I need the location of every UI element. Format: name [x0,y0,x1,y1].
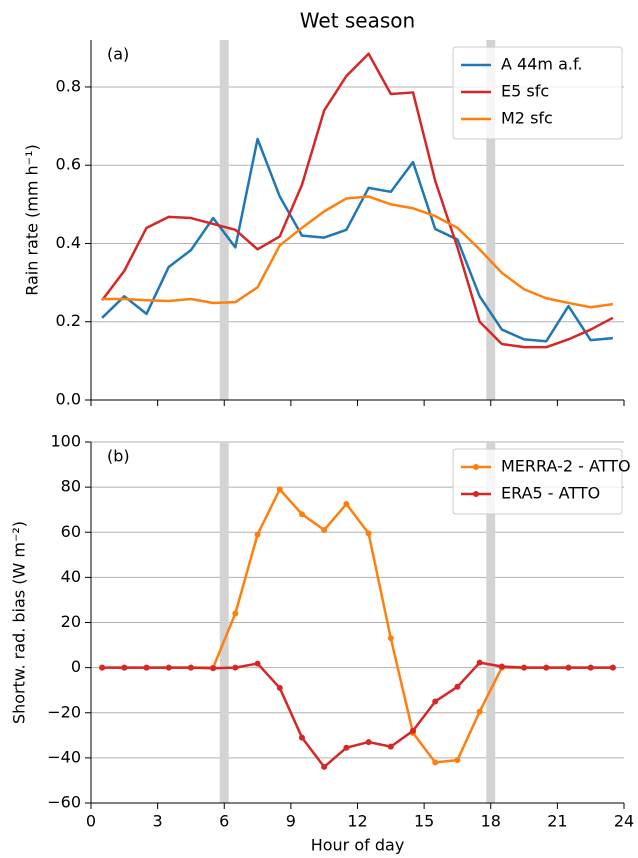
marker [476,659,483,666]
line [102,195,614,309]
legend-label: ERA5 - ATTO [501,484,600,503]
marker [387,635,394,642]
y-tick-label: 40 [61,567,81,586]
marker [298,734,305,741]
line [102,661,613,769]
x-tick-label: 3 [153,812,163,831]
marker [143,664,150,671]
marker [343,744,350,751]
marker [543,664,550,671]
marker [432,698,439,705]
shaded-span [486,40,496,400]
x-tick-label: 12 [347,812,367,831]
line [101,137,614,343]
legend-label: MERRA-2 - ATTO [501,457,631,476]
y-tick-label: 0 [71,657,81,676]
y-tick-label: 0.8 [56,76,81,95]
panel-label: (a) [107,45,129,64]
marker [454,757,461,764]
y-tick-label: −60 [47,793,81,812]
y-tick-label: 60 [61,522,81,541]
marker [365,530,372,537]
marker [343,501,350,508]
marker [99,664,106,671]
legend-box [452,46,623,140]
legend-label: M2 sfc [501,109,553,128]
legend-label: A 44m a.f. [501,55,583,74]
legend-marker [473,464,479,470]
marker [165,664,172,671]
marker [210,665,217,672]
legend-label: E5 sfc [501,82,549,101]
x-tick-label: 21 [547,812,567,831]
y-axis-label: Shortw. rad. bias (W m⁻²) [10,521,29,724]
x-tick-label: 24 [614,812,634,831]
chart-title: Wet season [300,9,415,33]
y-tick-label: 0.4 [56,233,81,252]
marker [298,511,305,518]
marker [321,526,328,533]
legend-marker [473,491,479,497]
y-tick-label: −20 [47,702,81,721]
marker [232,610,239,617]
line [101,52,614,349]
y-tick-label: −40 [47,747,81,766]
marker [454,683,461,690]
y-tick-label: 0.6 [56,155,81,174]
x-tick-label: 0 [86,812,96,831]
marker [432,759,439,766]
marker [521,664,528,671]
x-tick-label: 9 [286,812,296,831]
y-tick-label: 0.0 [56,390,81,409]
marker [276,684,283,691]
y-tick-label: 0.2 [56,311,81,330]
legend-box [452,448,623,515]
marker [187,664,194,671]
y-tick-label: 20 [61,612,81,631]
y-axis-label: Rain rate (mm h⁻¹) [23,144,42,296]
x-tick-label: 6 [219,812,229,831]
x-tick-label: 15 [414,812,434,831]
marker [587,664,594,671]
marker [276,486,283,493]
shaded-span [219,40,229,400]
marker [476,708,483,715]
marker [387,743,394,750]
marker [121,664,128,671]
marker [321,763,328,770]
marker [232,664,239,671]
panel-label: (b) [107,447,130,466]
marker [365,739,372,746]
shaded-span [219,442,229,803]
y-tick-label: 100 [50,432,81,451]
marker [254,660,261,667]
y-tick-label: 80 [61,477,81,496]
shaded-span [486,442,496,803]
line [102,488,613,764]
marker [410,727,417,734]
marker [565,664,572,671]
marker [609,664,616,671]
x-axis-label: Hour of day [311,836,405,855]
x-tick-label: 18 [481,812,501,831]
marker [254,531,261,538]
marker [498,663,505,670]
